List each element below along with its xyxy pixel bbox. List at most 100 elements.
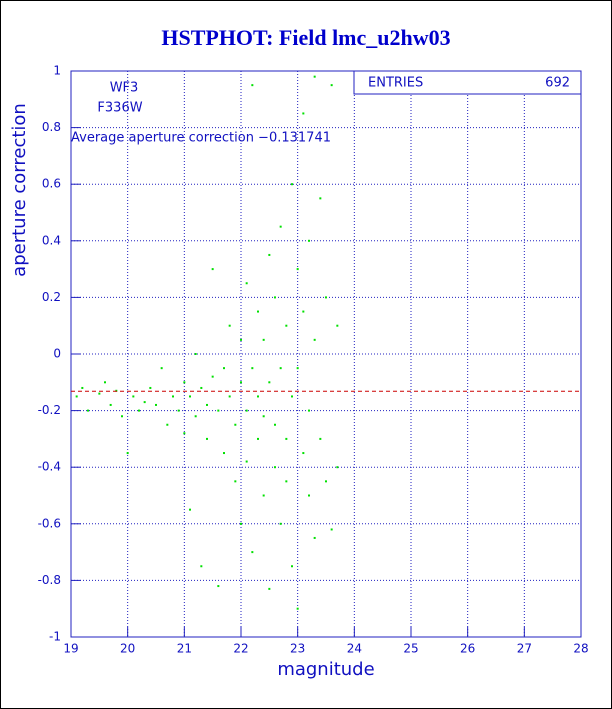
annotation: WF3 <box>110 81 139 96</box>
stats-value: 692 <box>545 76 570 91</box>
point <box>330 528 333 531</box>
point <box>121 415 123 418</box>
point <box>251 84 254 87</box>
point <box>200 565 203 568</box>
stats-box <box>353 70 582 95</box>
point <box>245 460 248 463</box>
point <box>274 466 276 469</box>
point <box>223 367 225 370</box>
point <box>211 268 214 271</box>
point <box>279 522 282 525</box>
point <box>194 353 197 355</box>
point <box>268 587 271 590</box>
y-tick-label: -1 <box>49 630 61 644</box>
y-tick-label: 0.6 <box>42 177 61 191</box>
x-tick-label: 22 <box>233 642 248 656</box>
x-tick-label: 23 <box>290 642 305 656</box>
point <box>319 197 322 200</box>
point <box>104 381 106 384</box>
point <box>308 409 310 412</box>
chart-title: HSTPHOT: Field lmc_u2hw03 <box>161 25 450 50</box>
point <box>245 409 248 412</box>
point <box>109 403 112 406</box>
point <box>234 423 237 426</box>
point <box>308 239 310 242</box>
point <box>206 403 208 406</box>
point <box>279 225 282 228</box>
point <box>189 395 191 398</box>
y-tick-label: -0.2 <box>38 403 61 417</box>
point <box>143 401 146 404</box>
point <box>296 268 299 271</box>
point <box>228 324 231 327</box>
point <box>313 75 316 78</box>
point <box>240 522 242 525</box>
point <box>217 585 220 588</box>
point <box>126 452 129 455</box>
point <box>75 395 78 398</box>
point <box>336 466 339 469</box>
x-tick-label: 28 <box>573 642 588 656</box>
point <box>268 381 271 384</box>
point <box>336 324 339 327</box>
point <box>291 395 293 398</box>
y-tick-label: 1 <box>53 64 61 78</box>
stats-label: ENTRIES <box>368 76 423 91</box>
point <box>223 452 225 455</box>
point <box>81 386 84 389</box>
point <box>251 367 254 370</box>
point <box>279 367 282 370</box>
point <box>302 310 305 313</box>
point <box>262 494 265 497</box>
y-tick-label: -0.6 <box>38 516 61 530</box>
point <box>262 338 265 341</box>
y-axis-label: aperture correction <box>9 103 30 277</box>
x-tick-label: 26 <box>460 642 475 656</box>
point <box>257 310 259 313</box>
point <box>291 183 293 186</box>
point <box>183 381 186 384</box>
point <box>257 437 259 440</box>
point <box>228 395 231 398</box>
point <box>240 381 242 384</box>
point <box>274 296 276 299</box>
point <box>206 437 208 440</box>
point <box>98 392 101 395</box>
x-tick-label: 21 <box>177 642 192 656</box>
point <box>149 386 152 389</box>
y-tick-label: 0.8 <box>42 120 61 134</box>
point <box>155 403 157 406</box>
y-tick-label: 0.4 <box>42 233 61 247</box>
point <box>160 367 163 370</box>
point <box>217 409 220 412</box>
point <box>313 536 316 539</box>
y-tick-label: 0.2 <box>42 290 61 304</box>
annotation: Average aperture correction −0.131741 <box>71 131 331 146</box>
point <box>257 395 259 398</box>
point <box>132 395 135 398</box>
annotation: F336W <box>97 101 142 116</box>
point <box>172 395 174 398</box>
point <box>302 112 305 115</box>
x-axis-label: magnitude <box>277 659 374 680</box>
point <box>166 423 169 426</box>
y-tick-label: -0.8 <box>38 573 61 587</box>
point <box>262 415 265 418</box>
x-tick-label: 19 <box>63 642 78 656</box>
point <box>240 338 242 341</box>
point <box>285 480 288 483</box>
point <box>302 452 305 455</box>
point <box>268 253 271 256</box>
y-tick-label: -0.4 <box>38 460 61 474</box>
point <box>296 367 299 370</box>
point <box>138 409 140 412</box>
point <box>189 508 191 511</box>
point <box>330 84 333 87</box>
point <box>325 296 327 299</box>
point <box>296 607 299 610</box>
x-tick-label: 24 <box>347 642 362 656</box>
y-tick-label: 0 <box>53 347 61 361</box>
x-tick-label: 25 <box>403 642 418 656</box>
point <box>313 338 316 341</box>
point <box>87 409 89 412</box>
